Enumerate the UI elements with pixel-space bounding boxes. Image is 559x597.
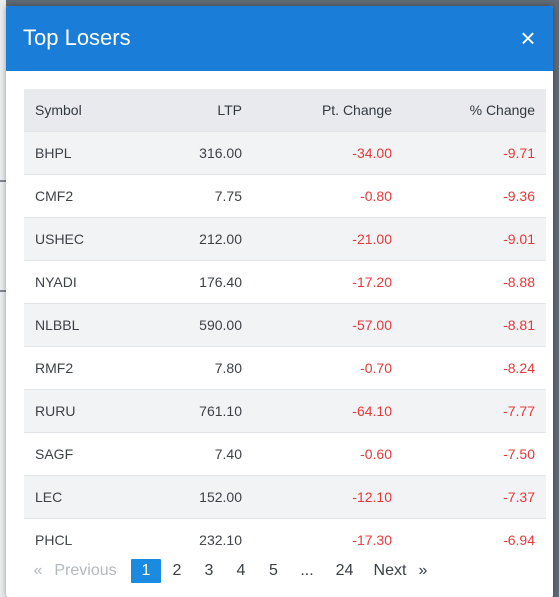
page-button-1[interactable]: 1: [131, 559, 161, 583]
cell-ltp: 152.00: [156, 474, 253, 518]
column-header-symbol[interactable]: Symbol: [35, 101, 82, 118]
cell-symbol[interactable]: NYADI: [24, 259, 156, 303]
table-row: USHEC 212.00 -21.00 -9.01: [24, 216, 546, 260]
cell-pct-change: -9.36: [403, 173, 546, 217]
table-header: Symbol LTP Pt. Change % Change: [24, 89, 546, 131]
close-icon[interactable]: ×: [520, 23, 536, 53]
page-button-4[interactable]: 4: [236, 562, 246, 579]
page-button-3[interactable]: 3: [204, 562, 214, 579]
cell-pct-change: -8.88: [403, 259, 546, 303]
table-row: RMF2 7.80 -0.70 -8.24: [24, 345, 546, 389]
column-header-pt-change[interactable]: Pt. Change: [321, 101, 392, 118]
table-row: LEC 152.00 -12.10 -7.37: [24, 474, 546, 518]
cell-pct-change: -7.50: [403, 431, 546, 475]
background-page-strip: [0, 0, 6, 597]
cell-symbol[interactable]: CMF2: [24, 173, 156, 217]
table-header-row: Symbol LTP Pt. Change % Change: [24, 89, 546, 131]
cell-ltp: 176.40: [156, 259, 253, 303]
cell-pct-change: -7.77: [403, 388, 546, 432]
cell-symbol[interactable]: SAGF: [24, 431, 156, 475]
cell-pt-change: -0.60: [253, 431, 403, 475]
cell-pct-change: -7.37: [403, 474, 546, 518]
cell-ltp: 7.80: [156, 345, 253, 389]
cell-ltp: 7.40: [156, 431, 253, 475]
cell-pt-change: -21.00: [253, 216, 403, 260]
cell-symbol[interactable]: USHEC: [24, 216, 156, 260]
table-row: SAGF 7.40 -0.60 -7.50: [24, 431, 546, 475]
table-body: BHPL 316.00 -34.00 -9.71 CMF2 7.75 -0.80…: [24, 130, 546, 561]
column-header-pct-change[interactable]: % Change: [469, 101, 535, 118]
table-row: RURU 761.10 -64.10 -7.77: [24, 388, 546, 432]
table-row: CMF2 7.75 -0.80 -9.36: [24, 173, 546, 217]
next-arrow-icon[interactable]: »: [418, 562, 428, 579]
cell-symbol[interactable]: LEC: [24, 474, 156, 518]
cell-pt-change: -57.00: [253, 302, 403, 346]
cell-pt-change: -34.00: [253, 130, 403, 174]
table-row: NLBBL 590.00 -57.00 -8.81: [24, 302, 546, 346]
cell-pct-change: -8.24: [403, 345, 546, 389]
page-button-2[interactable]: 2: [172, 562, 182, 579]
next-page-button[interactable]: Next: [373, 562, 407, 579]
cell-pt-change: -12.10: [253, 474, 403, 518]
previous-page-button[interactable]: Previous: [54, 562, 117, 579]
cell-symbol[interactable]: RMF2: [24, 345, 156, 389]
pagination-ellipsis: ...: [300, 562, 314, 579]
top-losers-modal: Top Losers × Symbol LTP Pt. Change % Cha…: [6, 6, 553, 597]
cell-pt-change: -0.70: [253, 345, 403, 389]
cell-symbol[interactable]: RURU: [24, 388, 156, 432]
page-button-24[interactable]: 24: [335, 562, 354, 579]
cell-pct-change: -9.71: [403, 130, 546, 174]
losers-table-container: Symbol LTP Pt. Change % Change BHPL 316.…: [24, 89, 546, 561]
cell-ltp: 761.10: [156, 388, 253, 432]
cell-ltp: 212.00: [156, 216, 253, 260]
page-button-5[interactable]: 5: [269, 562, 278, 579]
cell-pct-change: -8.81: [403, 302, 546, 346]
cell-pt-change: -17.20: [253, 259, 403, 303]
modal-title: Top Losers: [23, 25, 131, 50]
column-header-ltp[interactable]: LTP: [217, 101, 242, 118]
pagination-fade: [6, 543, 553, 597]
losers-table: Symbol LTP Pt. Change % Change BHPL 316.…: [24, 89, 546, 561]
cell-ltp: 316.00: [156, 130, 253, 174]
modal-header: Top Losers ×: [6, 6, 553, 71]
cell-pt-change: -64.10: [253, 388, 403, 432]
cell-symbol[interactable]: BHPL: [24, 130, 156, 174]
cell-pct-change: -9.01: [403, 216, 546, 260]
cell-ltp: 7.75: [156, 173, 253, 217]
cell-pt-change: -0.80: [253, 173, 403, 217]
table-row: NYADI 176.40 -17.20 -8.88: [24, 259, 546, 303]
cell-symbol[interactable]: NLBBL: [24, 302, 156, 346]
previous-arrow-icon: «: [33, 562, 43, 579]
table-row: BHPL 316.00 -34.00 -9.71: [24, 130, 546, 174]
cell-ltp: 590.00: [156, 302, 253, 346]
pagination: « Previous 1 2 3 4 5 ... 24 Next »: [30, 559, 431, 583]
